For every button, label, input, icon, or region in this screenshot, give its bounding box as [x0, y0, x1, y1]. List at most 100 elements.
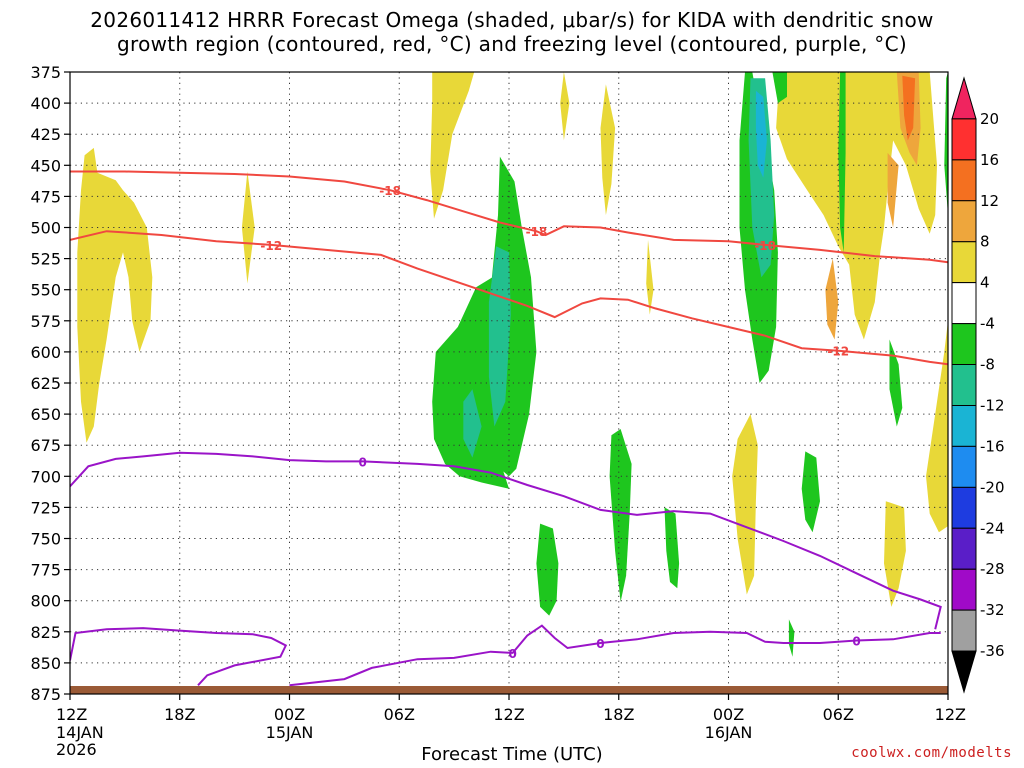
red-contour-label-1-0: -12 [260, 239, 282, 253]
y-tick-label: 800 [30, 592, 61, 611]
colorbar-tick-label: 12 [980, 192, 999, 210]
chart-title-line1: 2026011412 HRRR Forecast Omega (shaded, … [90, 8, 934, 32]
omega-region-4 [600, 84, 616, 216]
colorbar-tick-label: 4 [980, 274, 990, 292]
red-contour-1 [70, 230, 948, 366]
omega-shading [77, 72, 948, 657]
colorbar-swatch-9 [951, 445, 977, 488]
red-contour-label-0-2: -18 [754, 239, 776, 253]
y-tick-label: 700 [30, 467, 61, 486]
y-tick-label: 575 [30, 312, 61, 331]
omega-region-24 [889, 339, 903, 427]
colorbar-tick-label: -20 [980, 478, 1005, 496]
x-date-label: 16JAN [705, 723, 753, 742]
omega-region-12 [887, 152, 899, 228]
colorbar-tick-label: -8 [980, 356, 995, 374]
y-tick-label: 625 [30, 374, 61, 393]
freezing-contour-label-3: 0 [852, 635, 860, 649]
y-tick-label: 450 [30, 156, 61, 175]
omega-region-16 [536, 523, 559, 616]
x-tick-label: 12Z [935, 705, 966, 724]
colorbar-swatch-12 [951, 568, 977, 611]
omega-region-27 [463, 389, 482, 458]
colorbar-swatch-3 [951, 200, 977, 243]
freezing-contour-label-0: 0 [358, 455, 366, 469]
x-tick-label: 18Z [164, 705, 195, 724]
y-tick-label: 825 [30, 623, 61, 642]
freezing-contour-1 [70, 627, 288, 686]
colorbar-swatch-11 [951, 527, 977, 570]
colorbar-tick-label: -16 [980, 437, 1005, 455]
y-tick-label: 875 [30, 685, 61, 704]
x-year-label: 2026 [56, 740, 97, 759]
omega-region-23 [788, 619, 795, 657]
colorbar-swatch-6 [951, 323, 977, 366]
x-date-label: 15JAN [266, 723, 314, 742]
freezing-contour-label-2: 0 [596, 637, 604, 651]
colorbar-swatch-0 [951, 76, 977, 120]
freezing-contour-0 [70, 451, 942, 630]
y-tick-label: 600 [30, 343, 61, 362]
omega-region-20 [772, 72, 787, 104]
y-tick-label: 675 [30, 436, 61, 455]
colorbar-tick-label: -36 [980, 642, 1005, 660]
chart-title-line2: growth region (contoured, red, °C) and f… [117, 32, 907, 56]
colorbar-swatch-4 [951, 241, 977, 284]
x-tick-label: 00Z [713, 705, 744, 724]
colorbar-tick-label: -28 [980, 560, 1005, 578]
x-date-label: 14JAN [56, 723, 104, 742]
y-tick-label: 400 [30, 94, 61, 113]
colorbar-swatch-5 [951, 282, 977, 325]
colorbar-tick-label: 8 [980, 233, 990, 251]
omega-region-13 [902, 75, 916, 141]
colorbar-tick-label: -24 [980, 519, 1005, 537]
y-tick-label: 500 [30, 219, 61, 238]
y-tick-label: 650 [30, 405, 61, 424]
colorbar-swatch-10 [951, 486, 977, 529]
colorbar-swatch-8 [951, 404, 977, 447]
freezing-level-contours [70, 451, 942, 687]
omega-region-11 [825, 258, 839, 340]
y-tick-label: 775 [30, 561, 61, 580]
x-tick-label: 06Z [384, 705, 415, 724]
contour-labels: -18 -18 -18 -12 -12 0 0 0 0 [260, 184, 860, 661]
omega-region-21 [838, 72, 846, 253]
freezing-contour-label-1: 0 [508, 647, 516, 661]
omega-region-17 [609, 429, 632, 602]
x-tick-label: 12Z [493, 705, 524, 724]
y-tick-label: 475 [30, 187, 61, 206]
omega-region-22 [801, 451, 820, 533]
colorbar-swatch-2 [951, 159, 977, 202]
red-contour-label-1-1: -12 [827, 345, 849, 359]
terrain-ground-strip [70, 686, 948, 694]
omega-region-9 [926, 320, 948, 533]
y-tick-label: 725 [30, 498, 61, 517]
red-contour-0 [70, 170, 948, 264]
y-tick-label: 550 [30, 281, 61, 300]
colorbar-swatch-14 [951, 650, 977, 694]
colorbar-tick-label: 20 [980, 110, 999, 128]
colorbar-swatch-13 [951, 609, 977, 652]
y-tick-label: 525 [30, 250, 61, 269]
red-contour-label-0-1: -18 [526, 225, 548, 239]
site-credit: coolwx.com/modelts [851, 745, 1012, 761]
colorbar-tick-label: -12 [980, 396, 1005, 414]
gridlines [70, 72, 948, 694]
freezing-contour-2 [289, 624, 941, 687]
x-axis-label: Forecast Time (UTC) [421, 744, 603, 765]
omega-region-18 [664, 507, 680, 589]
omega-region-7 [884, 501, 906, 607]
omega-region-26 [488, 246, 511, 427]
y-tick-label: 850 [30, 654, 61, 673]
y-tick-label: 750 [30, 530, 61, 549]
x-tick-label: 00Z [274, 705, 305, 724]
omega-region-8 [776, 72, 937, 340]
x-tick-label: 18Z [603, 705, 634, 724]
red-contour-label-0-0: -18 [379, 184, 401, 198]
omega-region-5 [646, 239, 654, 315]
colorbar-tick-label: -4 [980, 315, 995, 333]
x-tick-label: 06Z [823, 705, 854, 724]
colorbar-swatch-7 [951, 364, 977, 406]
